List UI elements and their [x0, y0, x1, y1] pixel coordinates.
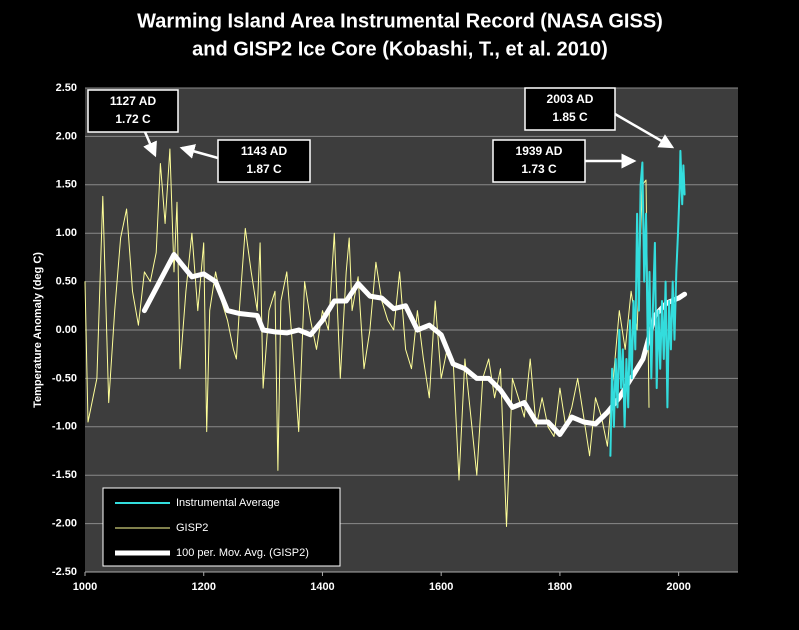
- chart-title: and GISP2 Ice Core (Kobashi, T., et al. …: [192, 38, 608, 60]
- legend-label: 100 per. Mov. Avg. (GISP2): [176, 547, 309, 559]
- annotation-arrow: [179, 144, 219, 160]
- annotation-arrow: [143, 131, 157, 158]
- annotation-box: [492, 139, 586, 183]
- annotation-text: 1939 AD: [516, 144, 563, 158]
- y-tick-label: -2.50: [52, 566, 77, 578]
- x-tick-label: 1200: [191, 581, 215, 593]
- x-tick-label: 2000: [666, 581, 690, 593]
- chart-title: Warming Island Area Instrumental Record …: [137, 10, 663, 32]
- y-tick-label: 2.00: [56, 130, 77, 142]
- annotation-text: 2003 AD: [547, 92, 594, 106]
- y-axis-label: Temperature Anomaly (deg C): [32, 252, 44, 408]
- annotation-box: [217, 139, 311, 183]
- y-tick-label: 2.50: [56, 82, 77, 94]
- y-tick-label: -1.50: [52, 469, 77, 481]
- series-line: [84, 148, 650, 527]
- series-line: [609, 149, 686, 457]
- annotation-text: 1127 AD: [110, 94, 157, 108]
- y-tick-label: -1.00: [52, 421, 77, 433]
- y-tick-label: 0.50: [56, 276, 77, 288]
- legend-label: Instrumental Average: [176, 497, 280, 509]
- annotation-box: [524, 87, 616, 131]
- y-tick-label: -0.50: [52, 372, 77, 384]
- series-line: [141, 252, 688, 437]
- annotation-text: 1143 AD: [241, 144, 288, 158]
- annotation-arrow: [614, 112, 675, 149]
- annotation-text: 1.72 C: [115, 112, 151, 126]
- x-tick-label: 1800: [548, 581, 572, 593]
- x-tick-label: 1400: [310, 581, 334, 593]
- x-tick-label: 1600: [429, 581, 453, 593]
- annotation-text: 1.73 C: [521, 162, 557, 176]
- y-tick-label: 0.00: [56, 324, 77, 336]
- annotation-text: 1.85 C: [552, 110, 588, 124]
- annotation-text: 1.87 C: [246, 162, 282, 176]
- annotation-box: [87, 89, 179, 133]
- legend-label: GISP2: [176, 522, 208, 534]
- y-tick-label: 1.00: [56, 227, 77, 239]
- y-tick-label: -2.00: [52, 518, 77, 530]
- x-tick-label: 1000: [73, 581, 97, 593]
- y-tick-label: 1.50: [56, 179, 77, 191]
